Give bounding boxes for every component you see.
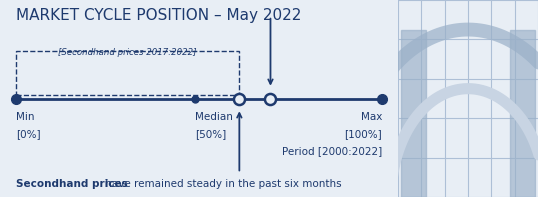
Text: [Secondhand prices 2017:2022]: [Secondhand prices 2017:2022] xyxy=(59,48,197,57)
Text: Max: Max xyxy=(361,112,382,122)
Text: Period [2000:2022]: Period [2000:2022] xyxy=(282,146,382,156)
Text: Median: Median xyxy=(195,112,233,122)
Text: [0%]: [0%] xyxy=(16,129,40,139)
Text: [50%]: [50%] xyxy=(195,129,226,139)
Text: Min: Min xyxy=(16,112,34,122)
Text: [100%]: [100%] xyxy=(344,129,382,139)
Text: have remained steady in the past six months: have remained steady in the past six mon… xyxy=(102,179,341,189)
Text: MARKET CYCLE POSITION – May 2022: MARKET CYCLE POSITION – May 2022 xyxy=(16,8,301,23)
Text: Secondhand prices: Secondhand prices xyxy=(16,179,128,189)
Bar xyxy=(510,30,535,197)
Bar xyxy=(401,30,426,197)
